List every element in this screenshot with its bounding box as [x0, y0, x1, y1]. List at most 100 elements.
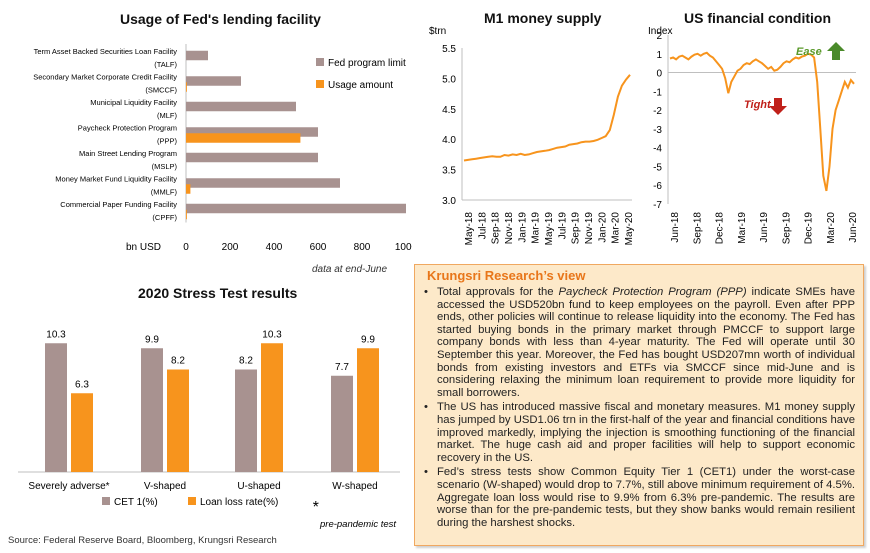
ease-up-arrow — [827, 42, 845, 60]
m1-chart-title: M1 money supply — [484, 10, 602, 26]
x-tick-label: 800 — [354, 242, 371, 253]
us-financial-condition-chart: 2 1 0 -1 -2 -3 -4 -5 -6 -7 Index Jun-18 Sep-18 Dec-18… — [648, 26, 859, 245]
y-tick-label: -5 — [653, 162, 662, 173]
x-tick-label: Jul-18 — [477, 212, 488, 240]
fed-facility-note: data at end-June — [312, 264, 388, 275]
bar-cet1 — [331, 375, 353, 472]
category-abbr: (MSLP) — [152, 162, 178, 171]
category-abbr: (MLF) — [157, 111, 177, 120]
stress-test-chart: 10.3 6.3 Severely adverse* 9.9 8.2 V-shaped 8.… — [18, 329, 400, 530]
x-tick-label: Jun-20 — [848, 212, 859, 243]
x-tick-label: Jun-19 — [759, 212, 770, 243]
x-tick-label: 200 — [222, 242, 239, 253]
research-bullet: Total approvals for the Paycheck Protect… — [423, 286, 855, 399]
data-label: 10.3 — [262, 329, 282, 340]
x-tick-label: 0 — [183, 242, 189, 253]
series-line — [463, 74, 631, 162]
x-tick-label: Mar-19 — [737, 212, 748, 244]
legend-label: Loan loss rate(%) — [200, 497, 278, 508]
legend-swatch — [316, 58, 324, 66]
bar-loan-loss — [261, 343, 283, 472]
x-tick-label: Jan-19 — [517, 212, 528, 243]
y-tick-label: -7 — [653, 200, 662, 211]
y-tick-label: 1 — [656, 50, 662, 61]
data-label: 9.9 — [361, 334, 375, 345]
x-tick-label: Sep-19 — [571, 212, 582, 245]
m1-money-supply-chart: 3.0 3.5 4.0 4.5 5.0 5.5 $trn May-18 Jul-18 Sep-18… — [429, 26, 635, 246]
bar-program-limit — [186, 50, 208, 61]
x-tick-label: Mar-20 — [611, 212, 622, 244]
category-label: Commercial Paper Funding Facility — [60, 200, 177, 209]
bar-usage-amount — [186, 209, 187, 220]
data-label: 9.9 — [145, 334, 159, 345]
category-label: V-shaped — [144, 481, 186, 492]
research-bullet: Fed’s stress tests show Common Equity Ti… — [423, 466, 855, 529]
x-tick-label: Nov-18 — [504, 212, 515, 245]
x-tick-label: Jul-19 — [557, 212, 568, 240]
legend-label: CET 1(%) — [114, 497, 158, 508]
bar-cet1 — [235, 369, 257, 472]
fed-facility-chart-title: Usage of Fed's lending facility — [120, 11, 321, 27]
x-tick-label: 400 — [266, 242, 283, 253]
tight-annotation: Tight — [744, 99, 772, 111]
bar-loan-loss — [167, 369, 189, 472]
y-tick-label: 3.0 — [442, 196, 456, 207]
ease-annotation: Ease — [796, 46, 822, 58]
footnote-text: pre-pandemic test — [319, 519, 396, 530]
category-abbr: (CPFF) — [152, 213, 177, 222]
category-label: Term Asset Backed Securities Loan Facili… — [34, 47, 178, 56]
bar-program-limit — [186, 76, 241, 86]
bar-program-limit — [186, 178, 340, 188]
x-tick-label: 600 — [310, 242, 327, 253]
y-tick-label: 2 — [656, 31, 662, 42]
series-line — [669, 51, 855, 192]
bar-program-limit — [186, 101, 296, 112]
data-label: 8.2 — [239, 356, 253, 367]
data-label: 8.2 — [171, 356, 185, 367]
y-tick-label: -1 — [653, 87, 662, 98]
category-label: Main Street Lending Program — [79, 149, 177, 158]
tight-down-arrow — [769, 98, 787, 115]
x-tick-label: Sep-18 — [491, 212, 502, 245]
y-tick-label: -4 — [653, 144, 662, 155]
data-label: 7.7 — [335, 362, 349, 373]
bar-program-limit — [186, 203, 406, 214]
x-tick-label: May-18 — [464, 212, 475, 246]
fin-condition-chart-title: US financial condition — [684, 10, 832, 26]
category-label: Money Market Fund Liquidity Facility — [55, 174, 177, 183]
x-tick-label: May-20 — [624, 212, 635, 246]
x-tick-label: Mar-20 — [826, 212, 837, 244]
category-abbr: (PPP) — [157, 136, 178, 145]
y-axis-label: $trn — [429, 26, 446, 37]
y-tick-label: 5.0 — [442, 74, 456, 85]
legend-label: Usage amount — [328, 80, 393, 91]
bar-loan-loss — [357, 348, 379, 472]
y-tick-label: 4.5 — [442, 105, 456, 116]
y-tick-label: -3 — [653, 125, 662, 136]
research-bullet: The US has introduced massive fiscal and… — [423, 401, 855, 464]
category-label: Paycheck Protection Program — [78, 123, 177, 132]
y-axis-label: Index — [648, 26, 672, 37]
y-tick-label: 4.0 — [442, 135, 456, 146]
legend-swatch — [316, 80, 324, 88]
bar-usage-amount — [186, 184, 191, 194]
source-note: Source: Federal Reserve Board, Bloomberg… — [8, 535, 277, 546]
footnote-mark: * — [312, 499, 319, 516]
category-abbr: (TALF) — [154, 60, 177, 69]
fed-facility-chart: Term Asset Backed Securities Loan Facili… — [33, 44, 412, 253]
category-label: U-shaped — [237, 481, 280, 492]
x-tick-label: 1000 — [395, 242, 412, 253]
y-tick-label: 5.5 — [442, 44, 456, 55]
research-view-title: Krungsri Research’s view — [427, 268, 586, 283]
legend-label: Fed program limit — [328, 58, 406, 69]
x-axis-label: bn USD — [126, 242, 161, 253]
x-tick-label: Mar-19 — [531, 212, 542, 244]
legend-swatch — [188, 497, 196, 505]
research-view-list: Total approvals for the Paycheck Protect… — [423, 286, 855, 531]
category-label: Municipal Liquidity Facility — [90, 98, 177, 107]
bar-usage-amount — [186, 133, 301, 143]
category-abbr: (MMLF) — [151, 187, 178, 196]
category-label: Severely adverse* — [28, 481, 109, 492]
x-tick-label: Dec-19 — [804, 212, 815, 245]
category-label: W-shaped — [332, 481, 377, 492]
